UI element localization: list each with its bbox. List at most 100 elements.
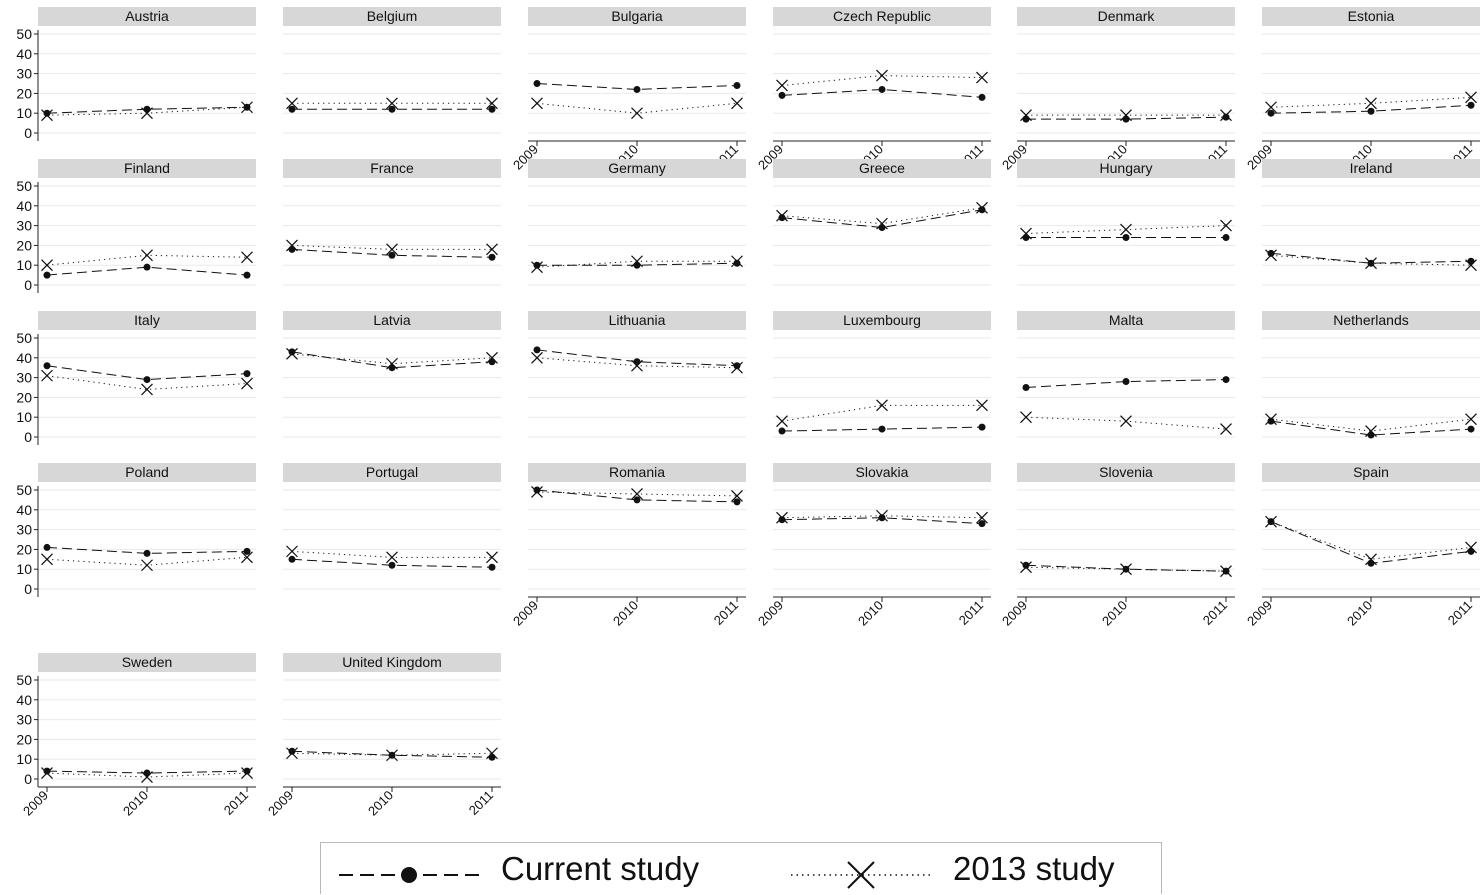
marker-x-stroke	[41, 259, 53, 272]
point-current-study	[878, 224, 886, 232]
panel-title: Ireland	[1350, 160, 1393, 176]
y-tick-label: 0	[24, 277, 32, 293]
series-line-current-study	[291, 750, 493, 758]
marker-x-stroke	[531, 97, 543, 110]
panel-romania: Romania 2009 2010 2011	[510, 463, 746, 629]
series-line-2013-study	[536, 491, 738, 497]
panel-title: Austria	[125, 8, 169, 24]
series-line-current-study	[536, 349, 738, 367]
panel-title: Germany	[608, 160, 666, 176]
point-current-study	[1122, 233, 1130, 241]
panel-title: Lithuania	[609, 312, 666, 328]
marker-x-stroke	[1220, 219, 1232, 232]
point-current-study	[488, 105, 496, 113]
point-current-study	[243, 767, 251, 775]
point-current-study	[488, 358, 496, 366]
point-2013-study	[631, 359, 643, 372]
series-line-current-study	[291, 248, 493, 258]
series-line-current-study	[291, 351, 493, 369]
marker-x-stroke	[631, 488, 643, 500]
panel-lithuania: Lithuania	[528, 311, 746, 438]
x-tick-label: 2010	[610, 598, 641, 629]
marker-x-stroke	[486, 351, 498, 364]
point-current-study	[733, 362, 741, 370]
panel-header	[773, 311, 991, 330]
marker-x-stroke	[141, 249, 153, 262]
series-line-current-study	[291, 558, 493, 568]
point-current-study	[1267, 417, 1275, 425]
panel-slovakia: Slovakia 2009 2010 2011	[755, 463, 991, 629]
y-tick-label: 40	[16, 46, 32, 62]
panel-header	[1017, 463, 1235, 482]
series-line-2013-study	[1270, 254, 1472, 266]
series-line-2013-study	[1025, 225, 1227, 235]
panel-header	[38, 159, 256, 178]
point-current-study	[288, 105, 296, 113]
x-tick-label: 2009	[510, 598, 541, 629]
point-current-study	[1367, 559, 1375, 567]
point-current-study	[1267, 109, 1275, 117]
point-current-study	[1022, 561, 1030, 569]
panel-header	[38, 7, 256, 26]
series-line-2013-study	[46, 772, 248, 778]
point-current-study	[978, 93, 986, 101]
marker-x-stroke	[486, 243, 498, 256]
marker-x-stroke	[486, 551, 498, 564]
point-current-study	[143, 769, 151, 777]
point-current-study	[878, 425, 886, 433]
panel-header	[528, 311, 746, 330]
panel-latvia: Latvia	[283, 311, 501, 438]
panel-poland: Poland 0 10 20 30 40 50	[16, 463, 256, 597]
point-2013-study	[241, 551, 253, 564]
marker-x-stroke	[241, 551, 253, 564]
marker-x-stroke	[976, 71, 988, 84]
point-current-study	[1122, 115, 1130, 123]
marker-x-stroke	[1465, 413, 1477, 426]
point-current-study	[388, 561, 396, 569]
point-2013-study	[531, 351, 543, 364]
x-tick-label: 2009	[999, 598, 1030, 629]
panel-ireland: Ireland	[1262, 159, 1480, 286]
y-tick-label: 50	[16, 672, 32, 688]
point-2013-study	[776, 415, 788, 428]
point-current-study	[143, 376, 151, 384]
panel-header	[773, 7, 991, 26]
panel-header	[1017, 159, 1235, 178]
point-2013-study	[1265, 101, 1277, 114]
point-current-study	[1267, 249, 1275, 257]
point-2013-study	[876, 69, 888, 82]
point-current-study	[978, 520, 986, 528]
panel-title: Denmark	[1098, 8, 1156, 24]
series-line-current-study	[781, 88, 983, 98]
y-tick-label: 30	[16, 66, 32, 82]
panel-header	[1262, 463, 1480, 482]
panel-france: France	[283, 159, 501, 286]
point-current-study	[778, 91, 786, 99]
x-tick-label: 2011	[1200, 598, 1230, 628]
point-current-study	[1267, 518, 1275, 526]
y-tick-label: 20	[16, 541, 32, 557]
point-current-study	[243, 103, 251, 111]
point-2013-study	[241, 377, 253, 390]
y-tick-label: 30	[16, 218, 32, 234]
panel-title: Netherlands	[1333, 312, 1409, 328]
x-tick-label: 2011	[466, 788, 496, 818]
panel-title: Spain	[1353, 464, 1389, 480]
panel-germany: Germany	[528, 159, 746, 286]
x-tick-label: 2011	[1445, 598, 1475, 628]
series-line-2013-study	[536, 102, 738, 114]
marker-x-stroke	[631, 107, 643, 120]
panel-greece: Greece	[773, 159, 991, 286]
panel-austria: Austria 0 10 20 30 40 50	[16, 7, 256, 141]
panel-sweden: Sweden 0 10 20 30 40 50 2009 2010 2011	[16, 653, 256, 819]
marker-x-stroke	[531, 351, 543, 364]
panel-header	[1262, 311, 1480, 330]
point-2013-study	[486, 551, 498, 564]
marker-x-stroke	[141, 383, 153, 396]
legend-label-2013: 2013 study	[953, 850, 1115, 887]
point-2013-study	[386, 243, 398, 256]
marker-x-stroke	[241, 377, 253, 390]
point-2013-study	[731, 97, 743, 110]
panel-header	[38, 463, 256, 482]
